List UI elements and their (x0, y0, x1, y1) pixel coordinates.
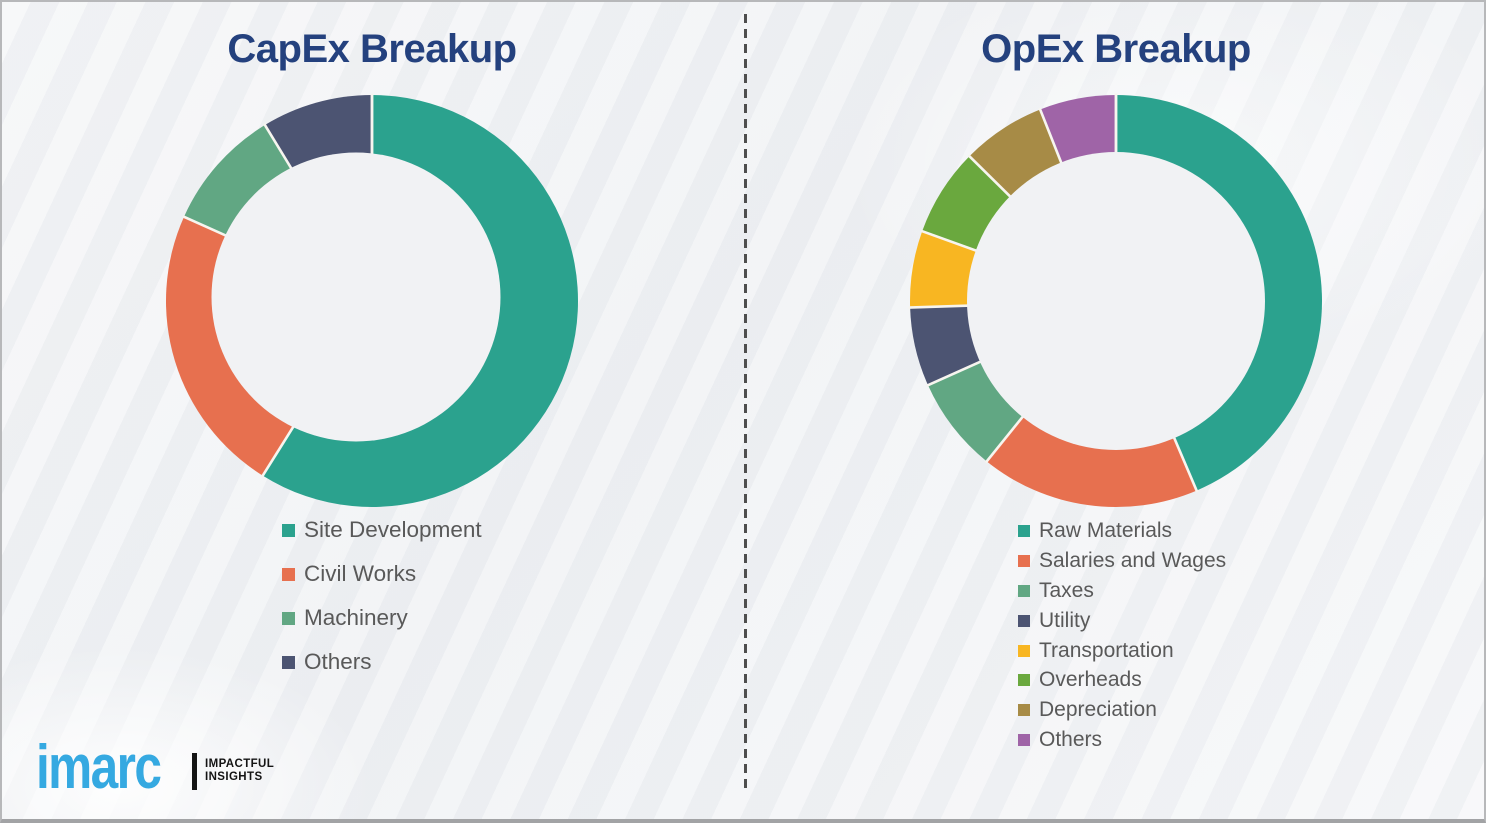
capex-legend: Site Development Civil Works Machinery Othe… (282, 508, 482, 684)
legend-label: Transportation (1039, 638, 1174, 662)
capex-donut-chart (166, 93, 579, 508)
opex-legend-item-raw-materials: Raw Materials (1018, 516, 1226, 546)
legend-color-marker (1018, 644, 1030, 657)
legend-label: Others (1039, 728, 1103, 752)
opex-legend-item-taxes: Taxes (1018, 576, 1226, 606)
opex-donut-chart (908, 93, 1322, 508)
legend-color-marker (1018, 704, 1030, 717)
legend-color-marker (1018, 524, 1030, 537)
opex-legend-item-overheads: Overheads (1018, 665, 1226, 695)
divider-dashed-line (744, 14, 747, 792)
opex-legend-item-others: Others (1018, 725, 1226, 755)
opex-legend-item-salaries-and-wages: Salaries and Wages (1018, 546, 1226, 576)
legend-label: Others (304, 649, 372, 674)
opex-chart-title: OpEx Breakup (981, 27, 1251, 71)
legend-label: Site Development (304, 517, 482, 542)
legend-label: Taxes (1039, 578, 1094, 602)
opex-legend: Raw Materials Salaries and Wages Taxes Util… (1018, 516, 1226, 755)
legend-color-marker (1018, 554, 1030, 567)
legend-label: Salaries and Wages (1039, 548, 1227, 572)
capex-legend-item-site-development: Site Development (282, 508, 482, 552)
legend-color-marker (282, 523, 295, 537)
opex-legend-item-depreciation: Depreciation (1018, 695, 1226, 725)
legend-label: Civil Works (304, 561, 417, 586)
opex-donut-hole (967, 152, 1265, 450)
opex-legend-item-transportation: Transportation (1018, 636, 1226, 666)
legend-label: Depreciation (1039, 698, 1157, 722)
capex-legend-item-civil-works: Civil Works (282, 552, 482, 596)
legend-label: Overheads (1039, 668, 1142, 692)
capex-chart-title: CapEx Breakup (227, 27, 517, 71)
capex-legend-item-others: Others (282, 640, 482, 684)
legend-label: Machinery (304, 605, 408, 630)
capex-donut-hole (211, 152, 501, 442)
legend-color-marker (1018, 734, 1030, 747)
legend-label: Raw Materials (1039, 518, 1173, 542)
capex-legend-item-machinery: Machinery (282, 596, 482, 640)
legend-color-marker (282, 567, 295, 581)
legend-color-marker (1018, 674, 1030, 687)
legend-color-marker (1018, 614, 1030, 627)
legend-color-marker (282, 655, 295, 669)
legend-color-marker (282, 611, 295, 625)
legend-label: Utility (1039, 608, 1091, 632)
legend-color-marker (1018, 584, 1030, 597)
opex-legend-item-utility: Utility (1018, 606, 1226, 636)
